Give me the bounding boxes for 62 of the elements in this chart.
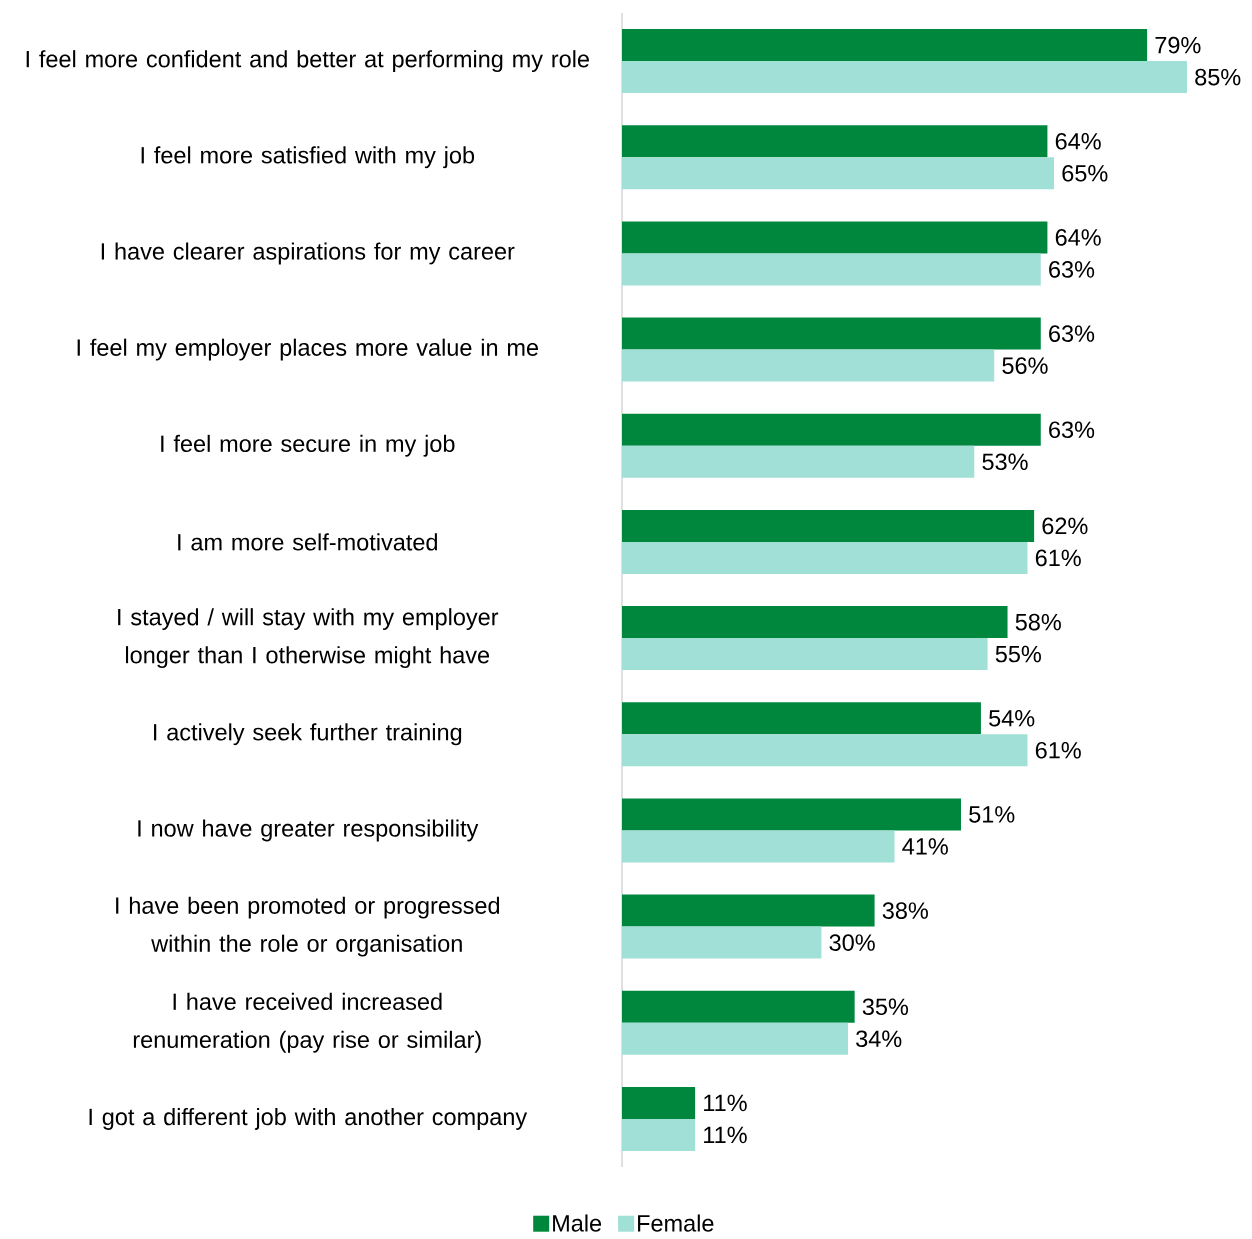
data-label: 63% (1049, 261, 1095, 278)
y-tick-label: I actively seek further training (154, 723, 462, 746)
bar (622, 541, 1028, 574)
y-tick-label: I feel more satisfied with my job (141, 146, 475, 169)
data-label: 11% (704, 1126, 747, 1144)
data-label: 11% (704, 1094, 747, 1112)
data-label: 63% (1049, 325, 1095, 342)
legend-label: Female (638, 1214, 714, 1232)
bar (622, 1086, 696, 1119)
y-tick-label: I stayed / will stay with my employer longer than I otherwise might have (118, 608, 499, 669)
data-label: 79% (1155, 36, 1201, 54)
bar (622, 1118, 696, 1151)
bar (622, 125, 1048, 158)
y-tick-label: I have received increased renumeration (pay rise or similar) (133, 992, 481, 1053)
bar (622, 1022, 848, 1055)
bar (622, 926, 822, 959)
bar (622, 157, 1055, 190)
data-label: 85% (1195, 68, 1241, 86)
y-tick-label: I feel more confident and better at performing my role (26, 50, 589, 73)
data-label: 64% (1055, 132, 1101, 150)
y-tick-label: I have been promoted or progressed within the role or organisation (116, 896, 500, 957)
bar (622, 894, 875, 927)
y-tick-label: I am more self-motivated (178, 533, 437, 551)
data-label: 41% (902, 838, 948, 855)
bar (622, 509, 1035, 542)
data-label: 65% (1062, 164, 1108, 182)
bar (622, 349, 995, 382)
bar (622, 29, 1148, 62)
bar (622, 253, 1041, 286)
data-label: 63% (1049, 421, 1095, 439)
data-label: 58% (1015, 613, 1061, 631)
y-tick-label: I now have greater responsibility (138, 819, 479, 842)
bar (622, 702, 981, 735)
data-label: 38% (882, 902, 928, 919)
data-label: 61% (1035, 549, 1081, 567)
data-label: 30% (829, 934, 875, 951)
bar (622, 638, 988, 671)
bar (622, 830, 895, 863)
data-label: 35% (862, 998, 909, 1016)
y-tick-label: I have clearer aspirations for my career (101, 242, 515, 265)
bar (622, 221, 1048, 254)
data-label: 51% (969, 806, 1015, 823)
data-label: 55% (995, 645, 1041, 663)
data-label: 64% (1055, 229, 1101, 246)
bar (622, 413, 1041, 446)
y-tick-label: I feel more secure in my job (161, 434, 455, 457)
data-label: 53% (982, 453, 1028, 471)
bar (622, 798, 961, 831)
bar (622, 990, 855, 1023)
data-label: 62% (1042, 517, 1088, 535)
bar (622, 606, 1008, 639)
data-label: 61% (1035, 741, 1081, 759)
legend-label: Male (553, 1214, 602, 1232)
data-label: 56% (1002, 357, 1048, 374)
y-tick-label: I feel my employer places more value in me (77, 338, 538, 361)
bar (622, 61, 1187, 94)
bar (622, 445, 975, 478)
data-label: 54% (989, 710, 1035, 727)
data-label: 34% (856, 1030, 902, 1048)
y-tick-label: I got a different job with another company (89, 1108, 528, 1130)
bar (622, 317, 1041, 350)
bar (622, 734, 1028, 767)
